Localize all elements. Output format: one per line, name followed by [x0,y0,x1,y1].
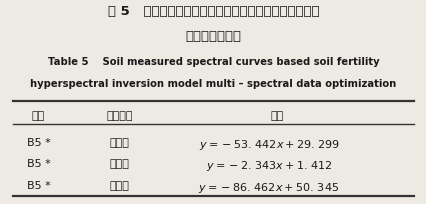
Text: 肥力参数: 肥力参数 [106,111,132,121]
Text: Table 5    Soil measured spectral curves based soil fertility: Table 5 Soil measured spectral curves ba… [48,57,378,67]
Text: 波段: 波段 [32,111,45,121]
Text: $y = -53.\,442x + 29.\,299$: $y = -53.\,442x + 29.\,299$ [198,138,339,152]
Text: $y = -2.\,343x + 1.\,412$: $y = -2.\,343x + 1.\,412$ [205,159,332,173]
Text: $y = -86.\,462x + 50.\,345$: $y = -86.\,462x + 50.\,345$ [198,181,339,195]
Text: 多光谱数据优化: 多光谱数据优化 [185,30,241,43]
Text: 有机质: 有机质 [109,138,129,148]
Text: B5 *: B5 * [26,159,50,169]
Text: hyperspectral inversion model multi – spectral data optimization: hyperspectral inversion model multi – sp… [30,79,396,89]
Text: B5 *: B5 * [26,181,50,191]
Text: 表 5   基于土壤实测光谱曲线土壤肥力高光谱反演模型的: 表 5 基于土壤实测光谱曲线土壤肥力高光谱反演模型的 [107,5,319,18]
Text: 有效磷: 有效磷 [109,181,129,191]
Text: B5 *: B5 * [26,138,50,148]
Text: 有效钾: 有效钾 [109,159,129,169]
Text: 模型: 模型 [270,111,284,121]
